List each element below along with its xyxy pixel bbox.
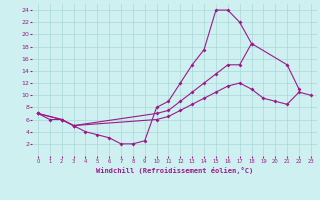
X-axis label: Windchill (Refroidissement éolien,°C): Windchill (Refroidissement éolien,°C) — [96, 167, 253, 174]
